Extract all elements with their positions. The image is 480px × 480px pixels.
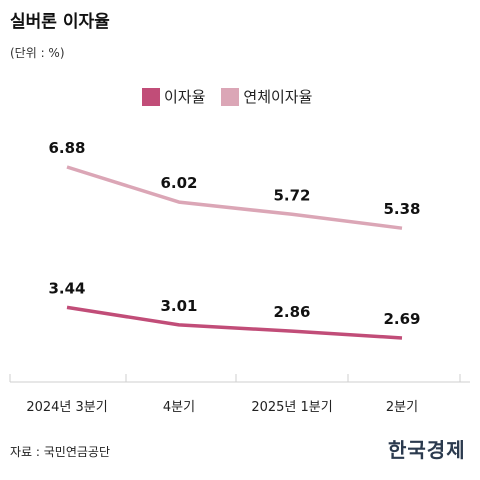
data-label-rate-0: 3.44 — [48, 279, 85, 297]
legend-swatch-overdue — [221, 87, 240, 106]
legend-label-rate: 이자율 — [164, 88, 206, 106]
data-label-overdue-3: 5.38 — [383, 200, 420, 218]
data-label-overdue-2: 5.72 — [273, 186, 310, 204]
legend-label-overdue: 연체이자율 — [243, 88, 313, 106]
legend-item-rate: 이자율 — [142, 86, 205, 107]
legend: 이자율 연체이자율 — [142, 86, 328, 107]
legend-swatch-rate — [142, 87, 160, 106]
data-label-overdue-1: 6.02 — [160, 174, 197, 192]
data-label-rate-3: 2.69 — [383, 310, 420, 328]
x-tick-label-3: 2분기 — [386, 400, 418, 415]
legend-item-overdue: 연체이자율 — [221, 86, 312, 107]
data-label-overdue-0: 6.88 — [48, 139, 85, 157]
data-label-rate-1: 3.01 — [160, 297, 197, 315]
unit-note: (단위 : %) — [10, 46, 65, 60]
x-tick-label-2: 2025년 1분기 — [251, 400, 332, 415]
data-label-rate-2: 2.86 — [273, 303, 310, 321]
x-tick-label-0: 2024년 3분기 — [26, 400, 107, 415]
publisher-logo: 한국경제 — [388, 438, 466, 462]
source-note: 자료 : 국민연금공단 — [10, 445, 110, 459]
chart-title: 실버론 이자율 — [10, 12, 110, 32]
series-line-rate — [66, 305, 403, 340]
series-line-overdue — [66, 165, 403, 230]
x-tick-label-1: 4분기 — [163, 400, 195, 415]
